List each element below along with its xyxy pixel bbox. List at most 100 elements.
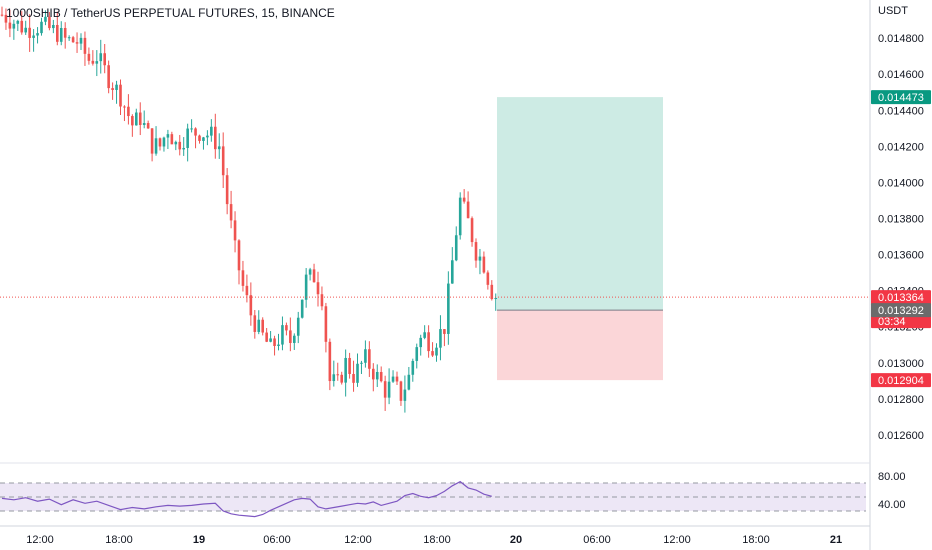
candle-body (344, 357, 347, 383)
candle-body (214, 126, 217, 150)
price-tags: 0.0144730.013364−10.18%03:340.0132920.01… (871, 90, 931, 388)
time-tick-label: 20 (510, 534, 522, 546)
candle-body (111, 88, 114, 90)
candle-body (423, 332, 426, 338)
price-tick-label: 0.014000 (878, 177, 924, 189)
candle-body (474, 242, 478, 261)
last-price-tag-label: 0.013364 (878, 292, 924, 304)
candle-body (277, 344, 280, 346)
candle-body (289, 330, 292, 343)
candle-body (28, 27, 31, 38)
candle-body (391, 376, 395, 382)
price-tick-label: 0.014600 (878, 69, 924, 81)
candle-body (451, 260, 454, 284)
candle-body (210, 126, 213, 136)
price-tick-label: 0.014800 (878, 33, 924, 45)
candle-body (364, 349, 367, 363)
candle-body (478, 256, 482, 261)
last-price-tag-line-1: 03:34 (878, 316, 906, 328)
candle-body (95, 61, 99, 64)
price-tick-label: 0.013600 (878, 250, 924, 262)
candle-body (312, 269, 316, 283)
candle-body (146, 123, 150, 129)
candle-body (154, 138, 158, 154)
candle-body (107, 65, 110, 89)
time-axis[interactable]: 12:00 18:00 19 06:00 12:00 18:00 20 06:00 12:00 1… (26, 534, 842, 546)
candle-body (233, 220, 237, 241)
candle-body (142, 123, 146, 125)
candle-body (368, 349, 371, 369)
candle-body (237, 240, 241, 271)
candle-body (304, 274, 308, 300)
candle-body (379, 371, 383, 382)
candle-body (135, 112, 138, 126)
candle-body (316, 282, 320, 295)
candle-body (221, 146, 225, 176)
candle-body (103, 53, 106, 66)
candle-body (131, 116, 134, 126)
candle-body (83, 37, 87, 54)
candle-body (206, 135, 209, 138)
candle-body (328, 341, 332, 382)
candle-body (356, 363, 359, 383)
candle-body (241, 270, 245, 286)
candle-body (52, 24, 55, 29)
candle-body (411, 360, 415, 375)
candle-body (285, 325, 288, 331)
candle-body (273, 338, 276, 346)
candle-body (324, 306, 328, 342)
candle-body (8, 22, 12, 29)
candle-body (387, 381, 391, 398)
candle-body (150, 128, 154, 154)
candle-body (439, 329, 442, 348)
candle-body (261, 319, 264, 333)
candle-body (190, 128, 193, 130)
time-tick-label: 18:00 (105, 534, 133, 546)
candle-body (0, 14, 4, 16)
candle-body (115, 84, 118, 90)
candlestick-series (0, 6, 498, 413)
candle-body (24, 27, 27, 33)
rsi-line[interactable] (1, 480, 492, 518)
candle-body (182, 147, 185, 150)
candle-body (127, 106, 130, 117)
candle-body (466, 201, 470, 219)
candle-body (249, 295, 253, 316)
stop-zone[interactable] (497, 310, 663, 381)
target-zone[interactable] (497, 97, 663, 311)
time-tick-label: 12:00 (344, 534, 372, 546)
price-tick-label: 0.014400 (878, 105, 924, 117)
candle-body (395, 376, 399, 382)
candle-body (407, 374, 411, 390)
candle-body (59, 27, 63, 42)
position-zones[interactable] (497, 97, 663, 381)
candle-body (202, 137, 205, 141)
candle-body (217, 146, 221, 150)
price-axis-currency: USDT (878, 5, 908, 17)
target-price-tag-label: 0.014473 (878, 92, 924, 104)
price-tick-label: 0.014200 (878, 141, 924, 153)
candle-body (79, 37, 83, 44)
candle-body (383, 381, 387, 398)
candle-body (257, 319, 261, 332)
price-tick-label: 0.012600 (878, 430, 924, 442)
candle-body (269, 338, 272, 342)
candle-body (300, 299, 304, 318)
candle-body (352, 373, 355, 383)
candle-body (119, 84, 122, 107)
chart-gridlines (0, 0, 871, 550)
candle-body (245, 285, 249, 296)
candle-body (186, 128, 189, 148)
rsi-tick-label: 40.00 (878, 499, 906, 511)
candle-body (162, 137, 166, 147)
candle-body (470, 218, 474, 243)
entry-price-tag-bg (871, 303, 931, 318)
candle-body (375, 371, 379, 380)
stop-price-tag-bg (871, 373, 931, 388)
candle-body (462, 197, 466, 202)
rsi-pane[interactable]: 80.00 40.00 (0, 471, 906, 518)
price-tick-label: 0.013000 (878, 358, 924, 370)
time-tick-label: 06:00 (263, 534, 291, 546)
candle-body (490, 284, 494, 300)
